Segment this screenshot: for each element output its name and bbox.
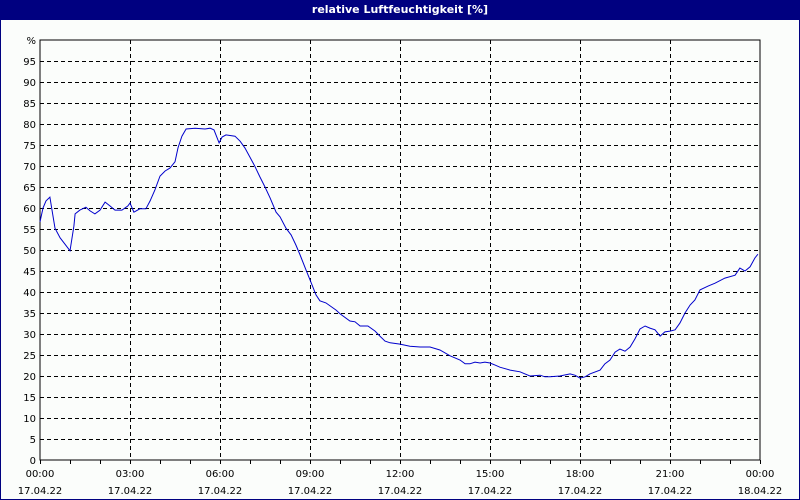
y-tick-label: 70 [23,162,36,173]
y-tick-label: 25 [23,351,36,362]
y-tick-label: 95 [23,57,36,68]
y-tick-label: 40 [23,288,36,299]
x-tick-date: 17.04.22 [18,486,63,497]
y-tick-label: 35 [23,309,36,320]
x-tick-date: 17.04.22 [378,486,423,497]
x-tick-date: 17.04.22 [108,486,153,497]
y-axis: 0 5 10 15 20 25 30 35 40 45 50 55 60 65 70 75 80 85 90 95% [23,36,36,467]
x-tick-date: 17.04.22 [468,486,513,497]
x-tick-time: 03:00 [116,469,145,480]
y-tick-label: 30 [23,330,36,341]
y-tick-label: 75 [23,141,36,152]
x-tick-date: 17.04.22 [288,486,333,497]
y-tick-label: 90 [23,78,36,89]
y-tick-label: % [26,36,36,47]
y-tick-label: 60 [23,204,36,215]
x-tick-time: 21:00 [656,469,685,480]
y-tick-label: 80 [23,120,36,131]
x-tick-date: 18.04.22 [738,486,783,497]
y-tick-label: 45 [23,267,36,278]
humidity-series-line [39,127,759,379]
y-tick-label: 10 [23,414,36,425]
y-tick-label: 0 [30,456,36,467]
y-tick-label: 20 [23,372,36,383]
x-tick-time: 12:00 [386,469,415,480]
y-tick-label: 5 [30,435,36,446]
grid-lines [40,40,760,460]
x-axis: 00:00 17.04.22 03:00 17.04.22 06:00 17.04.22 0… [18,460,783,497]
x-tick-time: 18:00 [566,469,595,480]
y-tick-label: 55 [23,225,36,236]
x-tick-time: 09:00 [296,469,325,480]
y-tick-label: 65 [23,183,36,194]
chart-title: relative Luftfeuchtigkeit [%] [0,0,800,20]
x-tick-time: 00:00 [746,469,775,480]
y-tick-label: 15 [23,393,36,404]
x-tick-time: 00:00 [26,469,55,480]
x-tick-time: 06:00 [206,469,235,480]
y-tick-label: 50 [23,246,36,257]
x-tick-date: 17.04.22 [198,486,243,497]
x-tick-time: 15:00 [476,469,505,480]
x-tick-date: 17.04.22 [648,486,693,497]
y-tick-label: 85 [23,99,36,110]
x-tick-date: 17.04.22 [558,486,603,497]
